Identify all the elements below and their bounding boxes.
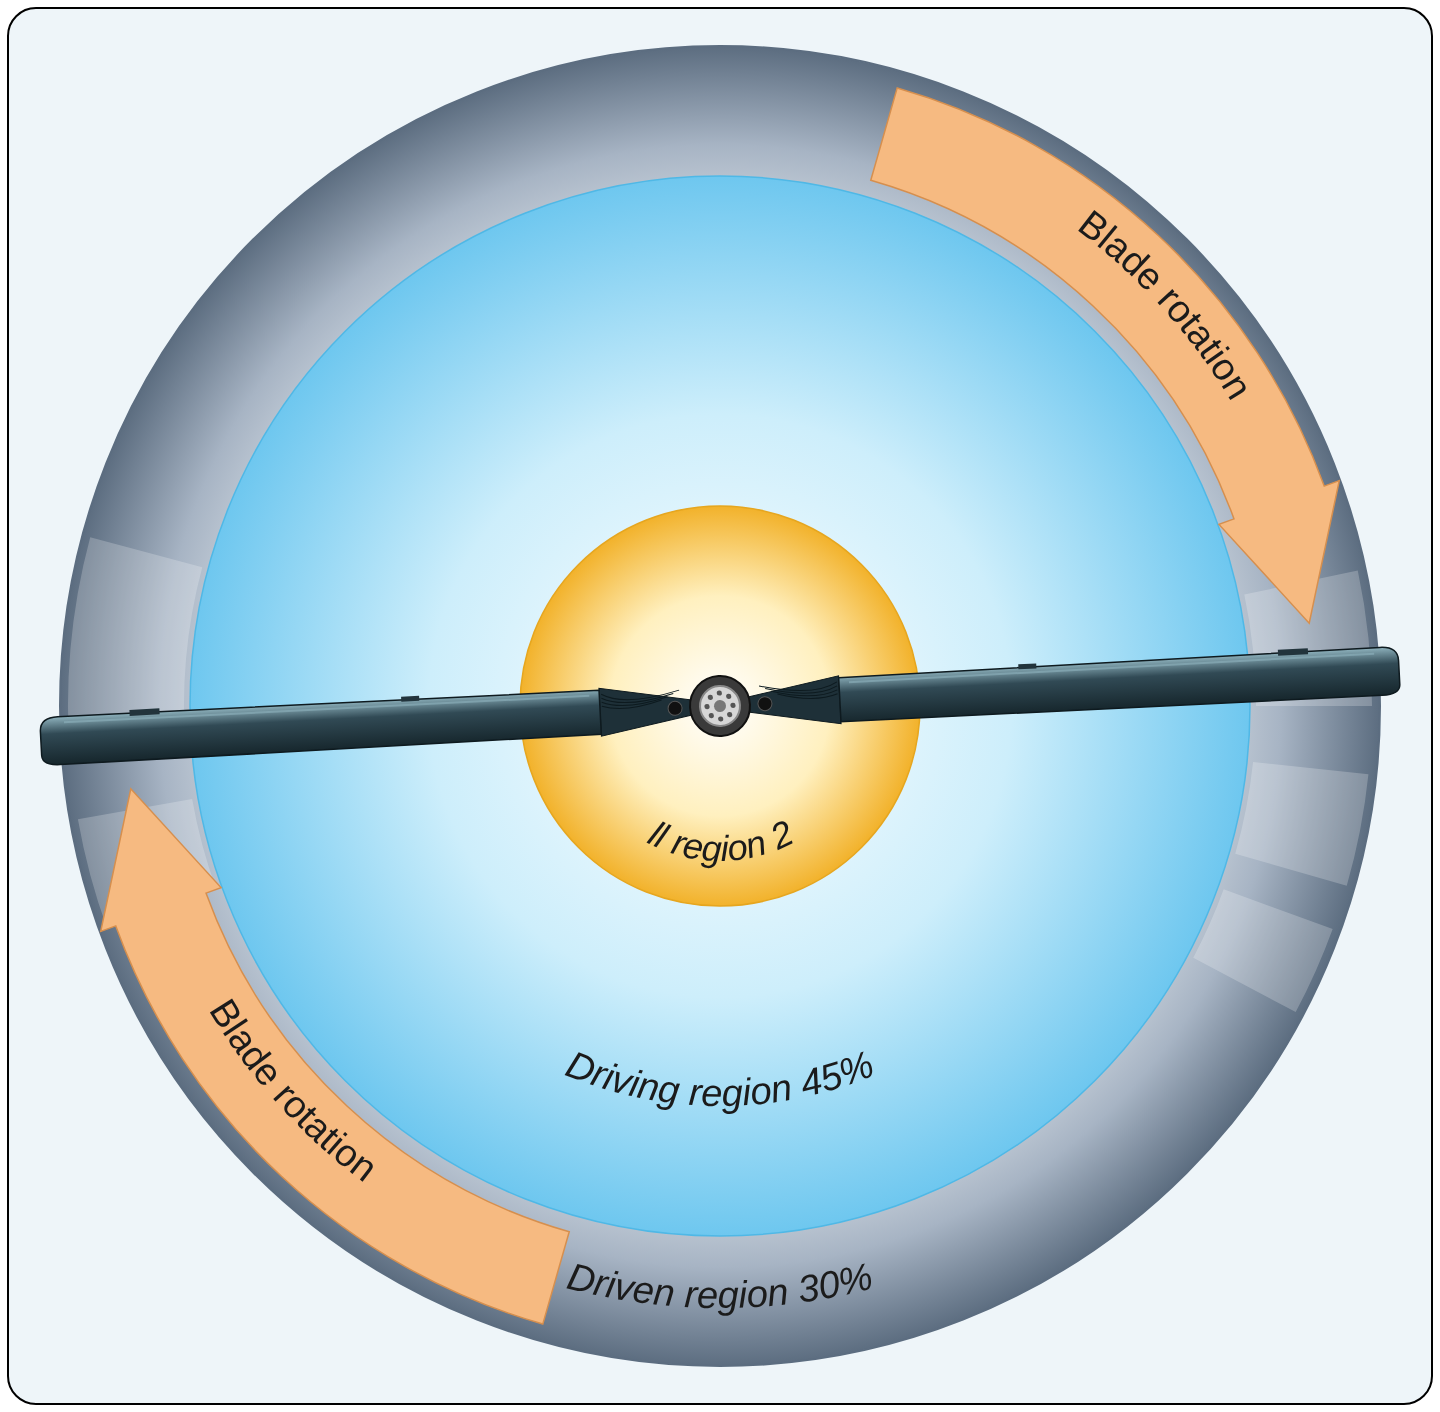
- svg-point-4: [758, 696, 773, 711]
- svg-point-8: [668, 701, 683, 716]
- svg-rect-7: [401, 696, 419, 702]
- svg-rect-3: [1018, 663, 1036, 669]
